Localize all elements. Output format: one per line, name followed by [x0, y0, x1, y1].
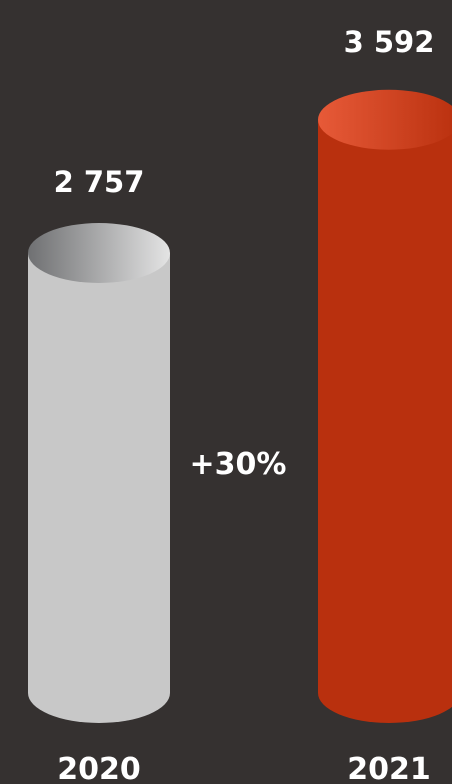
cylinder-2021-top — [318, 89, 452, 150]
value-label-2021: 3 592 — [344, 25, 435, 59]
change-percentage-label: +30% — [190, 447, 287, 482]
value-label-2020: 2 757 — [54, 165, 145, 199]
cylinder-2020-top — [28, 223, 170, 283]
cylinder-2021-body — [318, 119, 452, 723]
year-label-2020: 2020 — [57, 752, 141, 784]
cylinder-2020-body — [28, 253, 170, 723]
year-label-2021: 2021 — [347, 752, 431, 784]
